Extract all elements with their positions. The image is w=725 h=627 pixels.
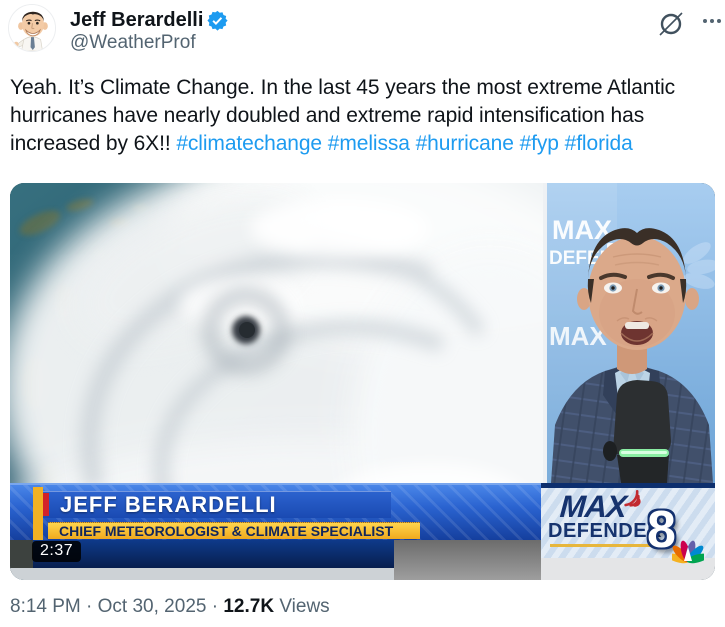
verified-badge-icon xyxy=(207,10,228,31)
video-player[interactable]: MAX DEFENDER MAX xyxy=(10,183,715,580)
name-line: Jeff Berardelli xyxy=(70,8,228,32)
radar-waves-icon xyxy=(624,489,641,507)
avatar[interactable] xyxy=(8,4,56,52)
studio-desk xyxy=(394,540,541,580)
studio-dark-left xyxy=(10,540,33,573)
hashtag-fyp[interactable]: #fyp xyxy=(519,132,559,155)
hashtag-climatechange[interactable]: #climatechange xyxy=(176,132,323,155)
grok-actions-button[interactable] xyxy=(657,10,685,41)
user-handle[interactable]: @WeatherProf xyxy=(70,32,196,53)
studio-floor-right xyxy=(541,558,715,580)
logo-channel-8: 8 xyxy=(647,501,676,559)
backdrop-peacock-shape xyxy=(683,242,715,289)
tweet-text-body: Yeah. It’s Climate Change. In the last 4… xyxy=(10,76,676,155)
hashtag-melissa[interactable]: #melissa xyxy=(327,132,410,155)
views-label: Views xyxy=(279,596,330,617)
nbc-peacock-icon xyxy=(672,540,704,564)
tweet-meta: 8:14 PM · Oct 30, 2025 · 12.7K Views xyxy=(10,596,330,618)
logo-defender-text: DEFENDER xyxy=(548,520,663,542)
banner-navy-bar xyxy=(33,540,394,568)
more-options-button[interactable] xyxy=(701,14,723,31)
logo-gold-underline xyxy=(550,544,654,547)
meta-dot-2: · xyxy=(211,596,219,617)
microphone xyxy=(603,380,671,483)
hashtag-hurricane[interactable]: #hurricane xyxy=(415,132,514,155)
banner-red-accent xyxy=(43,493,49,516)
timestamp-date: Oct 30, 2025 xyxy=(97,596,207,617)
lower-third-name-plate: JEFF BERARDELLI xyxy=(43,491,391,518)
lower-third-title-bar: CHIEF METEOROLOGIST & CLIMATE SPECIALIST xyxy=(48,522,420,539)
views-count: 12.7K xyxy=(223,596,275,617)
hashtag-florida[interactable]: #florida xyxy=(564,132,633,155)
lower-third-title: CHIEF METEOROLOGIST & CLIMATE SPECIALIST xyxy=(59,523,394,539)
avatar-caricature xyxy=(9,5,55,51)
video-duration-badge: 2:37 xyxy=(32,541,82,562)
banner-gold-stripe xyxy=(33,487,43,540)
studio-floor-left xyxy=(10,568,394,580)
grok-icon xyxy=(659,12,683,36)
video-split-divider xyxy=(543,183,547,483)
timestamp-time: 8:14 PM xyxy=(10,596,81,617)
meta-dot: · xyxy=(86,596,93,617)
tweet-text: Yeah. It’s Climate Change. In the last 4… xyxy=(10,74,714,158)
more-options-icon xyxy=(703,19,721,23)
lower-third-banner: JEFF BERARDELLI CHIEF METEOROLOGIST & CL… xyxy=(10,483,715,580)
lower-third-name: JEFF BERARDELLI xyxy=(60,492,277,517)
display-name[interactable]: Jeff Berardelli xyxy=(70,8,204,31)
reporter-video-panel: MAX DEFENDER MAX xyxy=(547,183,715,483)
